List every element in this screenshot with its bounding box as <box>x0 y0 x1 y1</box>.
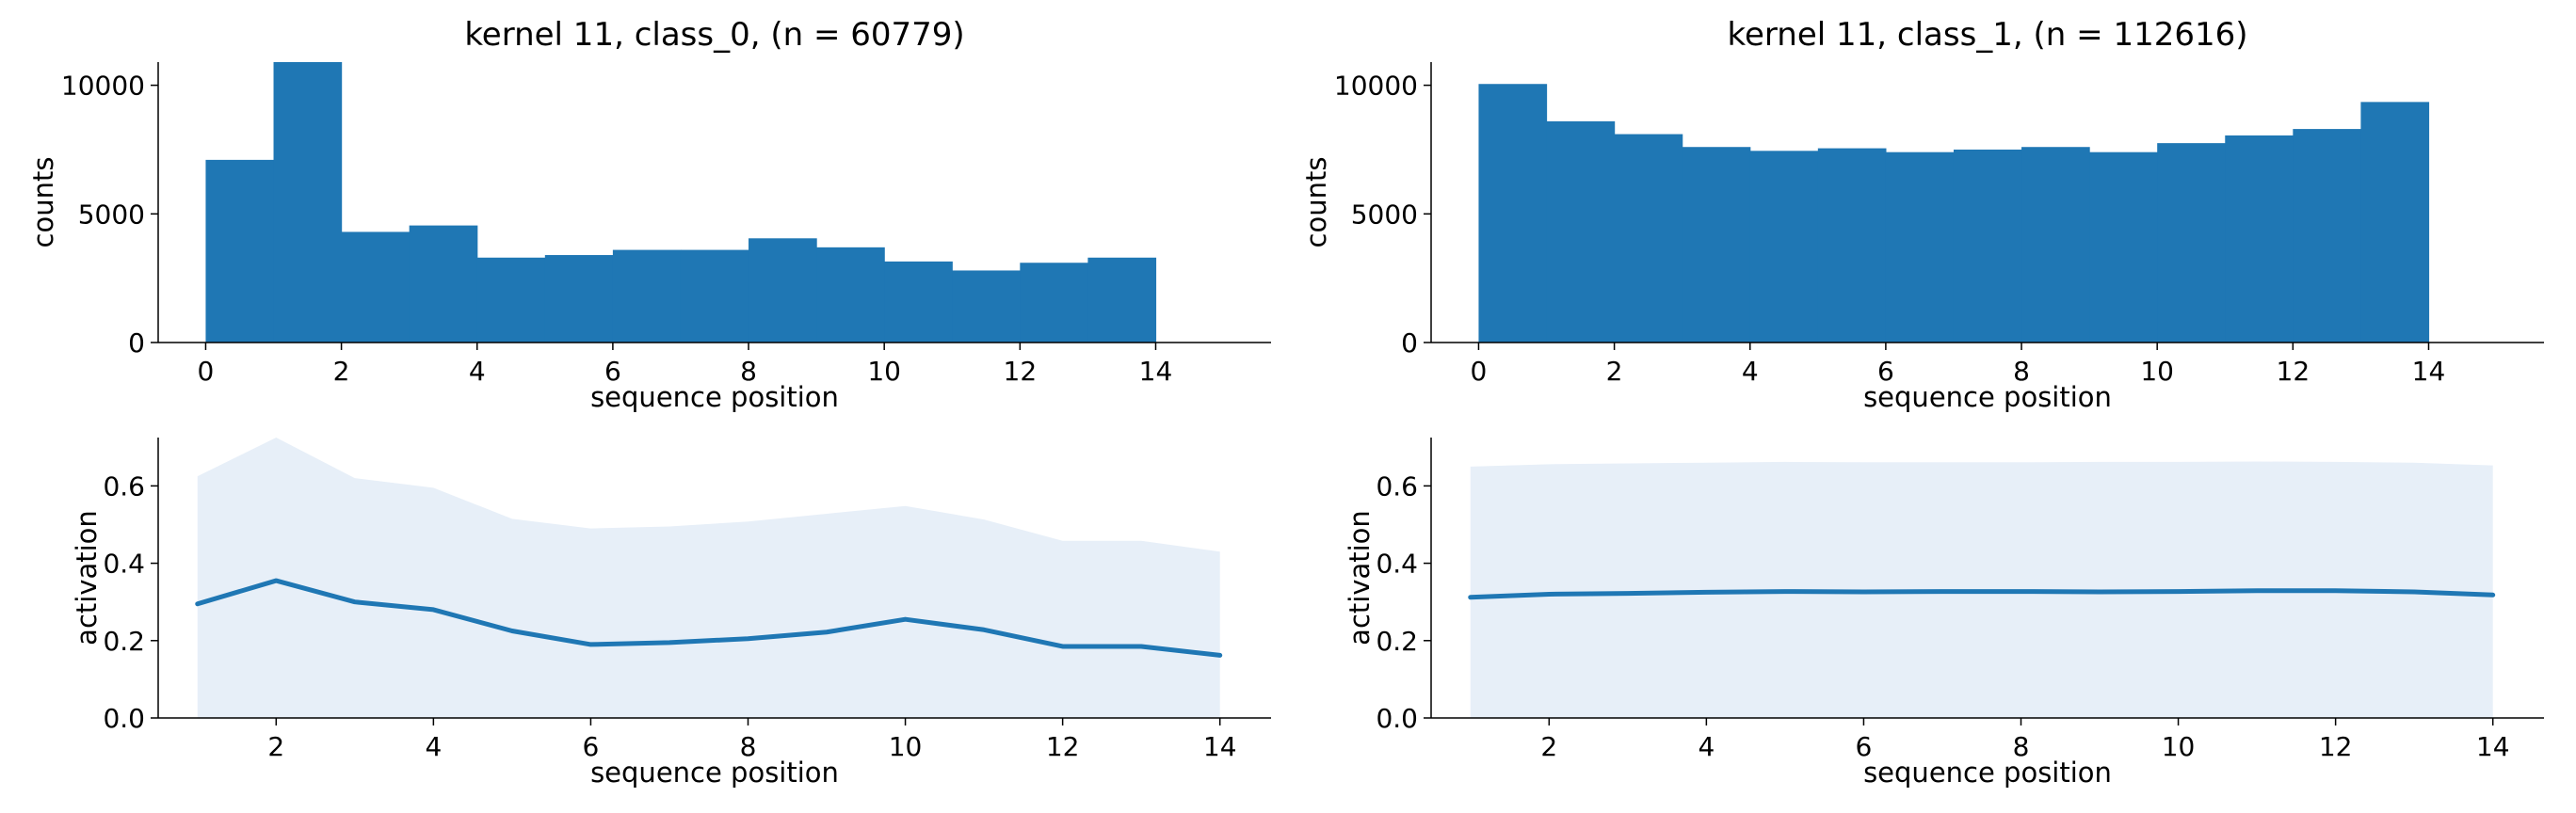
x-tick-label: 14 <box>1203 731 1237 762</box>
histogram-bar <box>1953 149 2022 343</box>
histogram-bar <box>749 238 817 343</box>
y-axis-label: counts <box>27 157 59 248</box>
x-tick-label: 2 <box>1540 731 1557 762</box>
x-tick-label: 12 <box>2277 356 2310 387</box>
x-tick-label: 2 <box>333 356 350 387</box>
y-tick-label: 5000 <box>1351 199 1418 230</box>
y-tick-label: 0.4 <box>1376 549 1418 580</box>
y-tick-label: 0.0 <box>1376 703 1418 734</box>
histogram-bar <box>1614 134 1683 343</box>
x-tick-label: 4 <box>1742 356 1759 387</box>
histogram-bar <box>273 62 343 343</box>
histogram-bar <box>884 261 953 343</box>
x-tick-label: 6 <box>604 356 621 387</box>
y-tick-label: 0.6 <box>1376 470 1418 502</box>
x-tick-label: 12 <box>1004 356 1038 387</box>
x-tick-label: 0 <box>1471 356 1488 387</box>
histogram-bar <box>205 159 275 343</box>
x-tick-label: 12 <box>1046 731 1080 762</box>
x-tick-label: 8 <box>740 356 757 387</box>
histogram-bar <box>1749 151 1819 343</box>
y-tick-label: 0 <box>128 327 145 359</box>
x-tick-label: 4 <box>425 731 442 762</box>
y-axis-label: counts <box>1300 157 1332 248</box>
histogram-bar <box>341 231 411 343</box>
x-tick-label: 10 <box>2162 731 2196 762</box>
activation-plot-class-1: 2 4 6 8 10 12 14 0.0 0.2 0.4 0.6 sequence position a… <box>1344 438 2544 789</box>
histogram-bar <box>2360 102 2430 343</box>
histogram-class-0: 0 2 4 6 8 10 12 14 0 5000 10000 sequence position co… <box>27 16 1271 413</box>
histogram-bar <box>816 247 885 343</box>
y-tick-label: 0 <box>1401 327 1418 359</box>
y-tick-label: 5000 <box>78 199 145 230</box>
histogram-bar <box>2021 147 2090 343</box>
y-tick-label: 10000 <box>1334 71 1418 102</box>
histogram-bar <box>952 270 1021 343</box>
y-tick-label: 0.4 <box>103 549 145 580</box>
histogram-bar <box>2293 129 2362 343</box>
x-tick-label: 14 <box>2412 356 2446 387</box>
y-tick-label: 0.2 <box>1376 626 1418 657</box>
histogram-bar <box>1885 151 1955 343</box>
x-tick-label: 2 <box>1606 356 1623 387</box>
x-axis-label: sequence position <box>590 381 839 413</box>
histogram-bar <box>544 255 614 343</box>
x-tick-label: 2 <box>267 731 284 762</box>
x-tick-label: 8 <box>740 731 757 762</box>
x-tick-label: 14 <box>1139 356 1173 387</box>
x-axis-label: sequence position <box>1863 757 2112 789</box>
histogram-bar <box>680 249 749 343</box>
x-tick-label: 4 <box>1698 731 1715 762</box>
activation-mean-line <box>195 578 1223 658</box>
x-tick-label: 0 <box>198 356 215 387</box>
activation-band <box>197 438 1220 718</box>
y-tick-label: 0.6 <box>103 470 145 502</box>
y-tick-label: 10000 <box>61 71 145 102</box>
x-tick-label: 12 <box>2319 731 2353 762</box>
y-axis-label: activation <box>71 510 103 646</box>
chart-title: kernel 11, class_1, (n = 112616) <box>1728 16 2248 54</box>
activation-plot-class-0: 2 4 6 8 10 12 14 0.0 0.2 0.4 0.6 sequence position a… <box>71 438 1271 789</box>
chart-title: kernel 11, class_0, (n = 60779) <box>464 16 964 54</box>
histogram-bar <box>1817 148 1887 343</box>
x-tick-label: 8 <box>2013 731 2030 762</box>
x-tick-label: 10 <box>889 731 923 762</box>
histogram-bar <box>2157 143 2226 343</box>
histogram-class-1: 0 2 4 6 8 10 12 14 0 5000 10000 sequence position co… <box>1300 16 2544 413</box>
x-tick-label: 4 <box>469 356 486 387</box>
histogram-bar <box>1546 120 1616 343</box>
histogram-bar <box>1087 257 1157 343</box>
x-tick-label: 6 <box>1856 731 1873 762</box>
x-tick-label: 8 <box>2013 356 2030 387</box>
x-tick-label: 6 <box>583 731 600 762</box>
histogram-bar <box>1020 263 1089 343</box>
histogram-bar <box>612 249 682 343</box>
histogram-bar <box>2089 151 2158 343</box>
y-tick-label: 0.2 <box>103 626 145 657</box>
x-tick-label: 6 <box>1877 356 1894 387</box>
histogram-bar <box>409 225 478 343</box>
x-tick-label: 10 <box>867 356 901 387</box>
y-tick-label: 0.0 <box>103 703 145 734</box>
x-tick-label: 14 <box>2476 731 2510 762</box>
histogram-bar <box>476 257 546 343</box>
activation-mean-line <box>1468 588 2496 600</box>
x-axis-label: sequence position <box>1863 381 2112 413</box>
histogram-bar <box>1682 147 1751 343</box>
x-tick-label: 10 <box>2140 356 2174 387</box>
x-axis-label: sequence position <box>590 757 839 789</box>
histogram-bar <box>2225 135 2294 343</box>
y-axis-label: activation <box>1344 510 1376 646</box>
histogram-bar <box>1478 84 1548 343</box>
